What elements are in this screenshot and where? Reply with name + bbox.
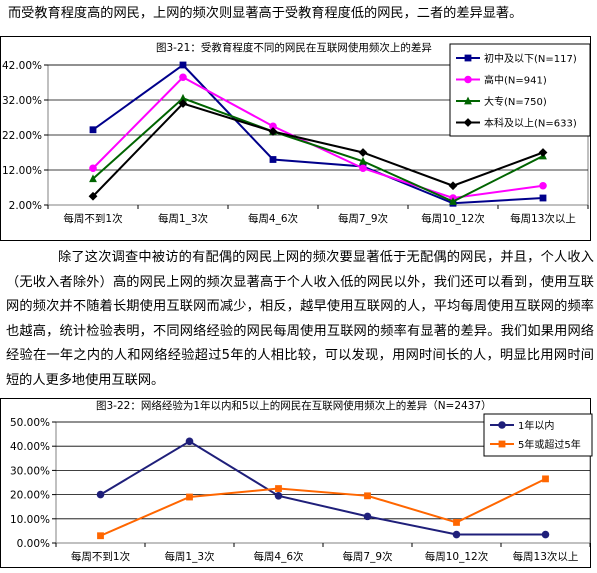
chart2-xtick-label: 每周10_12次 bbox=[425, 550, 489, 563]
chart2-series-1-point bbox=[542, 475, 549, 483]
chart1-xtick-label: 每周7_9次 bbox=[338, 212, 389, 225]
chart2-title: 图3-22：网络经验为1年以内和5以上的网民在互联网使用频次上的差异（N=243… bbox=[96, 399, 492, 412]
chart2-legend-label: 1年以内 bbox=[518, 419, 554, 432]
chart2-series-0-point bbox=[452, 530, 461, 539]
chart1-series-0-point bbox=[179, 61, 187, 69]
chart1-legend-marker bbox=[464, 75, 472, 84]
chart-svg-education: 图3-21：受教育程度不同的网民在互联网使用频次上的差异 2.00% 12.00% 2… bbox=[0, 36, 591, 241]
chart1-series-2-point bbox=[359, 156, 367, 165]
chart2-series-1-point bbox=[453, 519, 460, 526]
chart2-series-line-0 bbox=[99, 440, 546, 536]
chart-experience-frequency: 图3-22：网络经验为1年以内和5以上的网民在互联网使用频次上的差异（N=243… bbox=[0, 398, 597, 569]
chart1-series-1-point bbox=[539, 181, 547, 190]
chart-education-frequency: 图3-21：受教育程度不同的网民在互联网使用频次上的差异 2.00% 12.00% 2… bbox=[0, 36, 597, 241]
chart2-series-0-point bbox=[541, 530, 550, 539]
chart1-ytick-label: 32.00% bbox=[2, 95, 42, 107]
chart1-ytick-label: 22.00% bbox=[2, 130, 42, 142]
chart2-legend-label: 5年或超过5年 bbox=[518, 438, 581, 451]
chart1-ytick-label: 2.00% bbox=[9, 200, 42, 212]
chart2-legend-marker bbox=[498, 421, 506, 429]
chart2-legend-marker bbox=[498, 440, 506, 448]
chart2-series-0-point bbox=[274, 492, 283, 500]
chart1-series-line-2 bbox=[92, 97, 544, 203]
chart1-series-1-point bbox=[269, 122, 277, 131]
chart1-legend-marker bbox=[463, 118, 473, 127]
chart1-series-3-point bbox=[178, 99, 188, 108]
chart1-xtick-label: 每周4_6次 bbox=[248, 212, 299, 225]
chart1-legend-label: 高中(N=941) bbox=[484, 74, 547, 87]
chart1-series-line-0 bbox=[92, 63, 544, 205]
chart2-xtick-label: 每周1_3次 bbox=[164, 550, 215, 563]
chart1-series-1-point bbox=[89, 164, 97, 173]
chart1-legend-marker bbox=[464, 54, 472, 62]
chart1-series-2-point bbox=[89, 174, 97, 183]
chart1-ytick-label: 42.00% bbox=[2, 60, 42, 72]
chart1-xtick-label: 每周13次以上 bbox=[510, 212, 576, 225]
chart1-series-0-point bbox=[89, 126, 97, 134]
chart2-series-1-point bbox=[364, 492, 371, 500]
chart1-xtick-label: 每周不到1次 bbox=[63, 212, 123, 225]
chart1-series-1-point bbox=[359, 164, 367, 173]
chart1-legend-label: 大专(N=750) bbox=[484, 95, 547, 108]
chart1-series-3-point bbox=[448, 181, 458, 191]
chart1-title: 图3-21：受教育程度不同的网民在互联网使用频次上的差异 bbox=[156, 41, 432, 54]
chart1-legend-marker bbox=[464, 96, 472, 105]
chart2-ytick-label: 10.00% bbox=[10, 514, 50, 526]
chart2-series-line-1 bbox=[100, 477, 546, 537]
intro-paragraph: 而受教育程度高的网民，上网的频次则显著高于受教育程度低的网民，二者的差异显著。 bbox=[8, 6, 523, 21]
chart1-legend-label: 初中及以下(N=117) bbox=[484, 52, 577, 65]
chart1-outer-border bbox=[0, 36, 591, 241]
chart1-series-3-point bbox=[358, 148, 368, 157]
chart2-ytick-label: 0.00% bbox=[17, 538, 50, 550]
chart2-ytick-label: 50.00% bbox=[10, 417, 50, 429]
chart2-xtick-label: 每周4_6次 bbox=[253, 550, 304, 563]
chart2-xtick-label: 每周7_9次 bbox=[342, 550, 393, 563]
chart1-xtick-label: 每周1_3次 bbox=[158, 212, 209, 225]
chart1-xtick-label: 每周10_12次 bbox=[421, 212, 485, 225]
chart1-series-3-point bbox=[268, 127, 278, 136]
chart2-legend-box bbox=[483, 413, 593, 457]
chart1-series-2-point bbox=[449, 197, 457, 205]
body-paragraph: 除了这次调查中被访的有配偶的网民上网的频次要显著低于无配偶的网民，并且，个人收入… bbox=[6, 250, 594, 388]
chart1-ytick-label: 12.00% bbox=[2, 165, 42, 177]
chart-svg-experience: 图3-22：网络经验为1年以内和5以上的网民在互联网使用频次上的差异（N=243… bbox=[0, 398, 593, 568]
chart1-series-0-point bbox=[269, 156, 277, 163]
chart2-series-1-point bbox=[275, 485, 282, 492]
chart2-ytick-label: 30.00% bbox=[10, 465, 50, 477]
chart1-series-2-point bbox=[179, 93, 187, 102]
chart1-legend-label: 本科及以上(N=633) bbox=[484, 117, 577, 130]
chart2-ytick-label: 40.00% bbox=[10, 441, 50, 453]
chart1-series-3-point bbox=[538, 148, 548, 157]
chart1-series-0-point bbox=[539, 194, 547, 202]
chart2-series-0-point bbox=[363, 512, 372, 521]
chart1-series-line-3 bbox=[92, 102, 544, 197]
chart2-ytick-label: 20.00% bbox=[10, 490, 50, 502]
chart2-series-0-point bbox=[185, 437, 194, 446]
chart2-xtick-label: 每周13次以上 bbox=[513, 550, 579, 563]
chart2-xtick-label: 每周不到1次 bbox=[71, 550, 131, 563]
chart2-series-0-point bbox=[96, 490, 105, 499]
chart2-series-1-point bbox=[97, 532, 104, 540]
chart1-series-1-point bbox=[179, 73, 187, 82]
chart2-series-1-point bbox=[186, 493, 193, 501]
chart1-legend-box bbox=[449, 43, 591, 137]
chart1-series-3-point bbox=[88, 191, 98, 201]
